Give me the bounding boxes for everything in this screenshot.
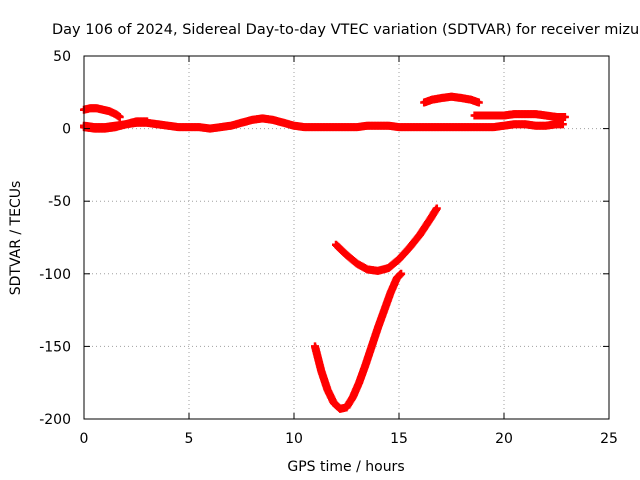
y-tick-label: -150 [39, 339, 71, 355]
x-axis-label: GPS time / hours [287, 459, 404, 475]
y-tick-label: 0 [62, 122, 71, 138]
series-track-e [470, 110, 569, 121]
x-tick-label: 0 [80, 431, 89, 447]
data-point [115, 112, 124, 121]
x-tick-label: 10 [285, 431, 303, 447]
x-tick-label: 20 [495, 431, 513, 447]
x-tick-label: 25 [600, 431, 618, 447]
x-tick-label: 15 [390, 431, 408, 447]
series-track-c [80, 117, 151, 133]
series-track-a [80, 104, 124, 121]
axis-ticks: 0 5 10 15 20 25 50 0 -50 -100 -150 -200 [39, 49, 618, 447]
y-axis-label: SDTVAR / TECUs [8, 181, 24, 296]
plot-frame [83, 55, 610, 420]
series-track-g [311, 269, 406, 413]
y-tick-label: -100 [39, 267, 71, 283]
data-point [474, 98, 483, 107]
data-point [143, 117, 151, 126]
chart-title: Day 106 of 2024, Sidereal Day-to-day VTE… [52, 22, 639, 38]
y-tick-label: -50 [48, 194, 71, 210]
data-point [397, 269, 406, 278]
x-tick-label: 5 [185, 431, 194, 447]
data-marks [80, 92, 569, 413]
data-point [432, 204, 441, 213]
series-track-d [420, 92, 483, 107]
data-point [558, 120, 567, 129]
y-tick-label: -200 [39, 412, 71, 428]
series-track-f [332, 204, 441, 275]
y-tick-label: 50 [53, 49, 71, 65]
data-point [560, 112, 569, 121]
